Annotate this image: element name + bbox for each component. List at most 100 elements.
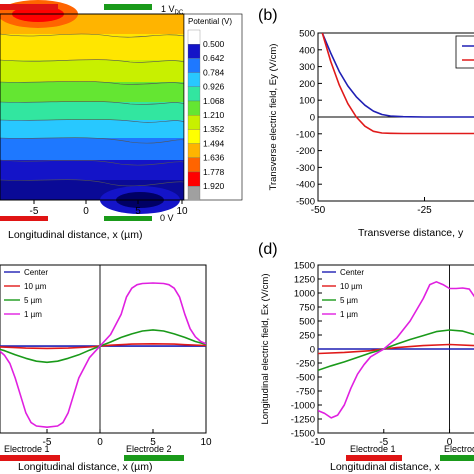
potential-band xyxy=(0,138,184,160)
potential-band xyxy=(0,60,184,82)
colorbar-swatch xyxy=(187,115,201,130)
top-electrode-label: 1 VDC xyxy=(161,4,184,16)
x-tick-label: -5 xyxy=(379,437,388,448)
y-axis-label: Longitudinal electric field, Ex (V/cm) xyxy=(260,273,271,424)
colorbar-swatch xyxy=(187,129,201,144)
legend-d: Center 10 µm 5 µm 1 µm xyxy=(322,268,364,319)
electrode-2-bar xyxy=(124,455,184,461)
legend-label: 1 µm xyxy=(340,310,358,319)
contour-line xyxy=(0,159,185,166)
x-tick-label: -10 xyxy=(311,437,326,448)
y-tick-label: -1250 xyxy=(291,415,315,426)
contour-line xyxy=(0,137,185,144)
electrode-1-bar xyxy=(0,455,60,461)
y-tick-label: 400 xyxy=(299,45,315,56)
electrode-1-label: Electrode 1 xyxy=(4,444,50,454)
x-tick-label: 10 xyxy=(176,206,188,217)
x-tick-label: 10 xyxy=(200,437,212,448)
y-tick-label: -300 xyxy=(296,163,315,174)
x-axis-label: Longitudinal distance, x (µm) xyxy=(18,461,152,473)
top-electrode-red xyxy=(0,4,58,10)
y-tick-label: -1000 xyxy=(291,401,315,412)
bottom-electrode-label: 0 V xyxy=(160,213,174,223)
legend-label: 1 µm xyxy=(24,310,42,319)
colorbar-swatch xyxy=(187,44,201,59)
x-tick-label: 0 xyxy=(97,437,103,448)
potential-band xyxy=(0,160,184,180)
colorbar: Potential (V) 0.500 0.642 0.784 0.926 1.068 1… xyxy=(183,13,243,201)
y-axis-label: Transverse electric field, Ey (V/cm) xyxy=(268,44,279,191)
y-tick-label: -500 xyxy=(296,373,315,384)
y-tick-label: 0 xyxy=(310,345,315,356)
bottom-electrode-red xyxy=(0,216,48,221)
colorbar-level-label: 1.778 xyxy=(203,167,225,177)
colorbar-swatch xyxy=(187,29,201,45)
y-tick-label: 300 xyxy=(299,62,315,73)
legend-label: Center xyxy=(24,268,48,277)
series-line-center xyxy=(321,33,474,118)
y-tick-label: 0 xyxy=(310,113,315,124)
y-tick-label: 250 xyxy=(299,331,315,342)
contour-line xyxy=(0,179,185,187)
legend-label: Center xyxy=(340,268,364,277)
legend-label: 5 µm xyxy=(24,296,42,305)
legend-label: 10 µm xyxy=(24,282,47,291)
legend-box xyxy=(455,35,474,69)
colorbar-swatch xyxy=(187,58,201,73)
x-axis-label: Longitudinal distance, x xyxy=(330,461,440,473)
potential-band xyxy=(0,120,184,138)
colorbar-level-label: 0.926 xyxy=(203,82,225,92)
panel-c-frame xyxy=(0,264,207,434)
colorbar-level-label: 1.352 xyxy=(203,124,225,134)
colorbar-swatch xyxy=(187,143,201,158)
colorbar-swatch xyxy=(187,157,201,173)
x-axis-label: Longitudinal distance, x (µm) xyxy=(8,229,142,241)
potential-map xyxy=(0,0,185,214)
colorbar-level-label: 1.636 xyxy=(203,153,225,163)
legend-c: Center 10 µm 5 µm 1 µm xyxy=(4,268,48,319)
y-tick-label: -400 xyxy=(296,180,315,191)
y-tick-label: 200 xyxy=(299,79,315,90)
contour-line xyxy=(0,118,185,123)
electrode-1-label: Electrode 1 xyxy=(350,444,396,454)
bottom-electrode-green xyxy=(104,216,152,221)
panel-label: (d) xyxy=(258,241,278,258)
potential-band xyxy=(0,34,184,60)
colorbar-swatch xyxy=(187,86,201,102)
colorbar-level-label: 1.210 xyxy=(203,110,225,120)
series-line-five-um xyxy=(318,329,474,372)
y-tick-label: 1000 xyxy=(294,289,315,300)
panel-b: (b) Transverse electric field, Ey (V/cm)… xyxy=(258,7,474,239)
y-tick-label: -1500 xyxy=(291,429,315,440)
panel-label: (b) xyxy=(258,7,278,24)
panel-a: 1 VDC 0 V -5 0 5 10 Longitudinal distanc… xyxy=(0,0,243,241)
x-axis-label: Transverse distance, y xyxy=(358,227,464,239)
x-tick-label: 0 xyxy=(447,437,453,448)
x-tick-label: -25 xyxy=(417,205,432,216)
y-tick-label: -750 xyxy=(296,387,315,398)
colorbar-level-label: 1.920 xyxy=(203,181,225,191)
y-tick-label: 500 xyxy=(299,29,315,40)
y-tick-label: 1250 xyxy=(294,275,315,286)
electrode-2-label: Electrode 2 xyxy=(126,444,172,454)
potential-band xyxy=(0,102,184,120)
legend-label: 10 µm xyxy=(340,282,363,291)
contour-line xyxy=(0,100,185,105)
contour-line xyxy=(0,59,185,63)
y-tick-label: -200 xyxy=(296,146,315,157)
x-tick-label: 0 xyxy=(83,206,89,217)
y-tick-label: 1500 xyxy=(294,261,315,272)
y-tick-label: 500 xyxy=(299,317,315,328)
panel-c: -5 0 5 10 Center 10 µm 5 µm 1 µm Electrode … xyxy=(0,264,212,473)
panel-d: (d) Longitudinal electric field, Ex (V/c… xyxy=(258,241,474,473)
potential-band xyxy=(0,82,184,102)
contour-line xyxy=(0,33,185,38)
top-electrode-green xyxy=(104,4,152,10)
colorbar-level-label: 1.494 xyxy=(203,138,225,148)
electrode-2-bar xyxy=(440,455,474,461)
x-tick-label: -5 xyxy=(30,206,39,217)
colorbar-swatch xyxy=(187,171,201,187)
series-line-ten-um xyxy=(318,343,474,355)
y-tick-label: -100 xyxy=(296,129,315,140)
